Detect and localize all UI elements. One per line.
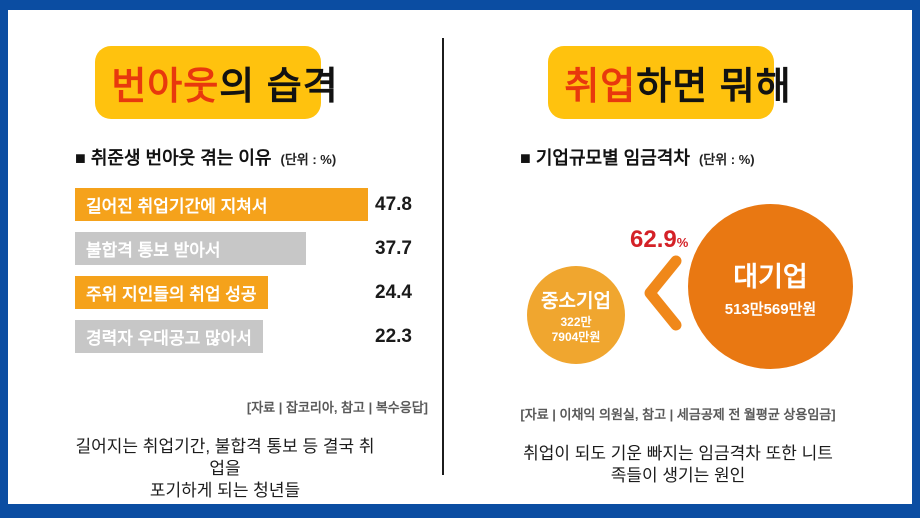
bar-label: 길어진 취업기간에 지쳐서 (86, 197, 268, 216)
right-title-text: 취업하면 뭐해 (564, 66, 791, 108)
left-source: [자료 | 잡코리아, 참고 | 복수응답] (246, 400, 428, 415)
bar-value: 47.8 (375, 193, 412, 215)
bar-label: 주위 지인들의 취업 성공 (86, 285, 257, 304)
large-company-circle: 대기업 513만569만원 (688, 204, 853, 369)
bar-label: 불합격 통보 받아서 (86, 241, 221, 260)
gap-percentage: 62.9% (630, 226, 688, 254)
bar: 주위 지인들의 취업 성공 (75, 276, 268, 309)
bar-label: 경력자 우대공고 많아서 (86, 329, 252, 348)
right-chart-title-text: 기업규모별 임금격차 (530, 148, 690, 168)
bar-value: 37.7 (375, 237, 412, 259)
left-chart-title: ■ 취준생 번아웃 겪는 이유 (단위 : %) (75, 144, 442, 170)
bar-value: 24.4 (375, 281, 412, 303)
right-title: 취업하면 뭐해 (548, 46, 807, 119)
left-caption: 길어지는 취업기간, 불합격 통보 등 결국 취 업을 포기하게 되는 청년들 (75, 437, 375, 500)
bar: 불합격 통보 받아서 (75, 232, 306, 265)
right-caption: 취업이 되도 기운 빠지는 임금격차 또한 니트 족들이 생기는 원인 (523, 444, 833, 485)
bar-value: 22.3 (375, 325, 412, 347)
gap-unit: % (676, 235, 689, 250)
bullet-square-icon: ■ (75, 148, 86, 168)
bar: 경력자 우대공고 많아서 (75, 320, 263, 353)
gap-value: 62.9 (630, 226, 677, 253)
left-chart-title-text: 취준생 번아웃 겪는 이유 (85, 148, 272, 168)
small-company-name: 중소기업 (541, 290, 611, 312)
bar-row: 주위 지인들의 취업 성공 24.4 (75, 276, 435, 309)
bar: 길어진 취업기간에 지쳐서 (75, 188, 368, 221)
right-source: [자료 | 이채익 의원실, 참고 | 세금공제 전 월평균 상용임금] (520, 407, 836, 422)
bullet-square-icon: ■ (520, 148, 531, 168)
title-highlight-box (548, 46, 774, 119)
bar-row: 불합격 통보 받아서 37.7 (75, 232, 435, 265)
small-company-amount: 322만 7904만원 (551, 314, 601, 344)
small-company-circle: 중소기업 322만 7904만원 (527, 266, 625, 364)
large-company-amount: 513만569만원 (724, 300, 817, 318)
right-chart-title: ■ 기업규모별 임금격차 (단위 : %) (520, 144, 912, 170)
right-chart-unit: (단위 : %) (698, 152, 755, 167)
left-title-rest: 의 습격 (219, 66, 339, 108)
right-title-rest: 하면 뭐해 (636, 66, 792, 108)
left-title-text: 번아웃의 습격 (111, 66, 338, 108)
left-title: 번아웃의 습격 (95, 46, 354, 119)
less-than-icon (640, 254, 686, 337)
right-title-accent: 취업 (564, 66, 637, 108)
title-highlight-box (95, 46, 321, 119)
large-company-name: 대기업 (733, 261, 808, 292)
bar-chart: 길어진 취업기간에 지쳐서 47.8 불합격 통보 받아서 37.7 주위 지인… (75, 188, 435, 353)
panel-burnout: 번아웃의 습격 ■ 취준생 번아웃 겪는 이유 (단위 : %) 길어진 취업기… (8, 10, 442, 504)
bar-row: 경력자 우대공고 많아서 22.3 (75, 320, 435, 353)
panel-wage-gap: 취업하면 뭐해 ■ 기업규모별 임금격차 (단위 : %) 중소기업 322만 7… (444, 10, 912, 504)
vertical-divider (442, 38, 444, 475)
bar-row: 길어진 취업기간에 지쳐서 47.8 (75, 188, 435, 221)
left-chart-unit: (단위 : %) (280, 152, 337, 167)
circle-comparison-chart: 중소기업 322만 7904만원 62.9% 대기업 513만569만원 (444, 188, 912, 373)
slide-content: 번아웃의 습격 ■ 취준생 번아웃 겪는 이유 (단위 : %) 길어진 취업기… (8, 10, 912, 504)
left-title-accent: 번아웃 (111, 66, 220, 108)
